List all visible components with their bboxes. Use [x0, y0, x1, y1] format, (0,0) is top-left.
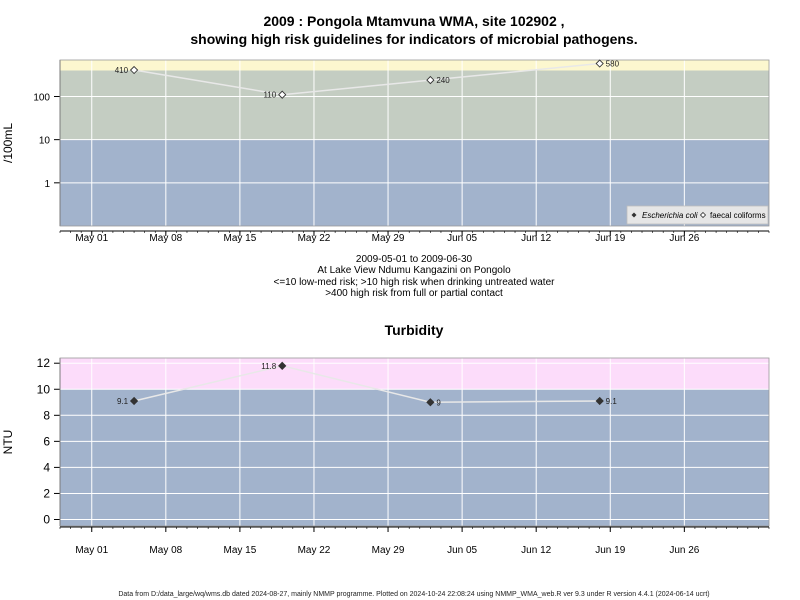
chart1-risk-band-2: [60, 60, 769, 71]
chart1-data-point: [595, 59, 604, 68]
chart1-series-line: [133, 62, 600, 96]
chart1-xtick-label: Jun 19: [595, 233, 625, 244]
chart1-data-point: [278, 90, 287, 99]
chart2-xtick-label: Jun 12: [521, 545, 551, 556]
chart2-y-axis-label: NTU: [1, 430, 15, 455]
legend-ecoli-label: Escherichia coli: [642, 211, 698, 220]
chart2-series-line: [133, 365, 600, 404]
chart1-xtick-label: May 08: [149, 233, 182, 244]
footer-note: Data from D:/data_large/wq/wms.db dated …: [118, 591, 709, 598]
chart1-subtitle-line1: 2009-05-01 to 2009-06-30: [356, 254, 473, 265]
chart2-ytick-label: 4: [43, 460, 50, 474]
chart2-ytick-label: 10: [37, 382, 51, 396]
chart1-subtitle-line4: >400 high risk from full or partial cont…: [325, 288, 503, 299]
chart1-data-label: 580: [606, 60, 620, 69]
chart1-data-label: 110: [263, 91, 276, 100]
chart1-data-point: [129, 65, 139, 75]
chart2-risk-band-1: [60, 358, 769, 390]
chart2-data-label: 9.1: [117, 397, 129, 406]
chart2-xtick-label: Jun 26: [669, 545, 699, 556]
legend-faecal-marker: [699, 211, 707, 219]
chart1-xtick-label: May 22: [298, 233, 331, 244]
legend-box: [626, 205, 769, 225]
legend-faecal-label: faecal coliforms: [710, 211, 766, 220]
chart1-plot-frame: [59, 59, 770, 227]
chart1-risk-band-1: [60, 70, 769, 140]
chart1-title-line2: showing high risk guidelines for indicat…: [190, 31, 637, 47]
chart2-ytick-label: 0: [43, 512, 50, 526]
chart2-xtick-label: Jun 05: [447, 545, 477, 556]
chart2-data-point: [595, 396, 604, 406]
chart1-data-point: [426, 75, 435, 85]
chart1-ytick-label: 10: [39, 136, 51, 147]
chart2-xtick-label: May 22: [298, 545, 331, 556]
chart2-xtick-label: May 08: [149, 545, 182, 556]
chart2-data-point: [129, 396, 139, 406]
chart1-xtick-label: May 29: [372, 233, 405, 244]
chart1-legend: Escherichia coli faecal coliforms: [626, 205, 769, 225]
chart1-xtick-label: Jun 12: [521, 233, 551, 244]
chart1-xtick-label: May 15: [223, 233, 256, 244]
chart2-plot-frame: [59, 357, 770, 527]
legend-ecoli-marker: [631, 212, 637, 218]
chart2-data-label: 9.1: [606, 397, 618, 406]
chart2-data-point: [278, 361, 287, 370]
chart1-ytick-label: 1: [44, 179, 50, 190]
chart2-data-point: [426, 398, 435, 407]
chart2-xtick-label: May 15: [223, 545, 256, 556]
chart2-risk-band-0: [60, 389, 769, 526]
chart1-data-label: 240: [436, 76, 450, 85]
chart2-xtick-label: May 29: [372, 545, 405, 556]
chart2-ytick-label: 6: [43, 434, 50, 448]
chart2-xtick-label: Jun 19: [595, 545, 625, 556]
chart1-xtick-label: Jun 05: [447, 233, 477, 244]
chart1-title-line1: 2009 : Pongola Mtamvuna WMA, site 102902…: [263, 13, 564, 29]
chart1-subtitle-line3: <=10 low-med risk; >10 high risk when dr…: [274, 277, 556, 288]
chart2-ytick-label: 2: [43, 486, 50, 500]
chart1-ytick-label: 100: [33, 92, 50, 103]
chart2-ytick-label: 8: [43, 408, 50, 422]
chart2-data-label: 11.8: [261, 362, 277, 371]
chart1-subtitle-line2: At Lake View Ndumu Kangazini on Pongolo: [317, 265, 511, 276]
chart2-title: Turbidity: [385, 322, 444, 338]
chart1-y-axis-label: /100mL: [1, 123, 15, 163]
chart1-xtick-label: May 01: [75, 233, 108, 244]
chart1-xtick-label: Jun 26: [669, 233, 699, 244]
chart2-xtick-label: May 01: [75, 545, 108, 556]
chart2-data-label: 9: [436, 398, 441, 407]
chart1-data-label: 410: [115, 66, 129, 75]
chart2-ytick-label: 12: [37, 356, 51, 370]
